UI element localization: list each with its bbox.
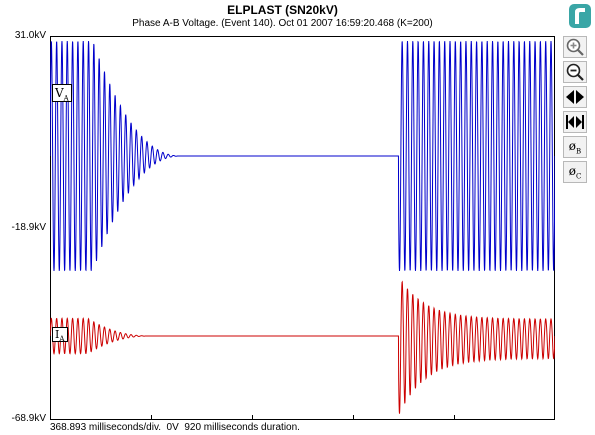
zoom-in-button[interactable] (563, 36, 587, 58)
app-logo (569, 4, 591, 28)
zoom-out-icon (566, 63, 584, 81)
y-axis-mid-label: -18.9kV (11, 222, 46, 233)
channel-ia-badge-sub: A (59, 335, 65, 344)
channel-ia-badge-main: I (55, 328, 60, 341)
scroll-left-right-button[interactable] (563, 86, 587, 108)
y-axis-top-label: 31.0kV (14, 30, 46, 41)
arrows-lr-icon (566, 90, 584, 104)
phase-c-icon: øC (569, 164, 582, 180)
move-to-edges-button[interactable] (563, 111, 587, 133)
phase-b-icon-sub: B (576, 147, 582, 156)
zoom-in-icon (566, 38, 584, 56)
chart-title: ELPLAST (SN20kV) (227, 3, 338, 17)
channel-va-badge-main: V (55, 86, 64, 100)
waveform-plot[interactable]: VA IA (50, 36, 555, 420)
zoom-out-button[interactable] (563, 61, 587, 83)
channel-va-badge-sub: A (63, 94, 69, 103)
phase-b-button[interactable]: øB (563, 136, 587, 158)
time-scale-footer: 368.893 milliseconds/div. 0V 920 millise… (50, 422, 300, 433)
channel-va-badge[interactable]: VA (52, 84, 72, 102)
arrows-edge-icon (566, 115, 584, 129)
phase-c-icon-main: ø (568, 163, 576, 178)
waveform-ia (50, 280, 555, 414)
phase-c-icon-sub: C (575, 172, 582, 181)
waveform-va (50, 40, 555, 272)
channel-ia-badge[interactable]: IA (52, 327, 68, 344)
waveform-plot-svg[interactable] (50, 36, 555, 420)
phase-c-button[interactable]: øC (563, 161, 587, 183)
phase-b-icon: øB (569, 139, 581, 155)
chart-subtitle: Phase A-B Voltage. (Event 140). Oct 01 2… (132, 18, 433, 29)
phase-b-icon-main: ø (568, 138, 577, 153)
right-toolbar: øB øC (563, 36, 589, 186)
y-axis-bottom-label: -68.9kV (11, 413, 46, 424)
